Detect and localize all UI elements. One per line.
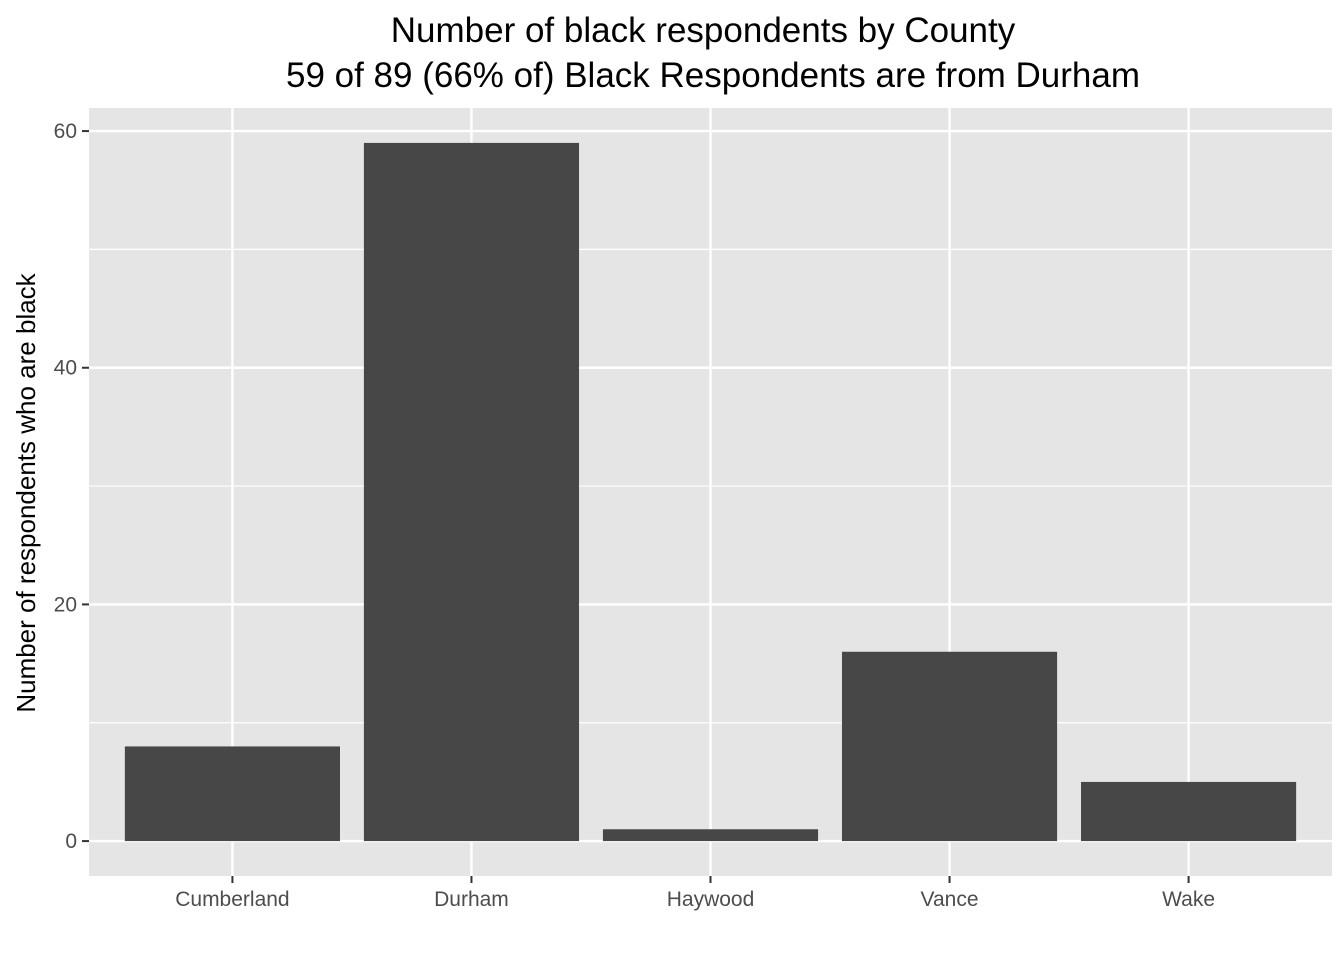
- y-tick-label: 60: [54, 120, 77, 143]
- y-axis: 0 20 40 60: [54, 120, 89, 853]
- y-tick-label: 40: [54, 357, 77, 380]
- x-axis: Cumberland Durham Haywood Vance Wake: [175, 876, 1215, 911]
- bar-cumberland: [124, 746, 340, 842]
- bar-vance: [841, 651, 1058, 842]
- bar-wake: [1081, 781, 1297, 842]
- bars: [124, 142, 1297, 842]
- bar-durham: [363, 142, 580, 842]
- x-tick-label: Haywood: [667, 888, 755, 911]
- chart-subtitle: 59 of 89 (66% of) Black Respondents are …: [286, 56, 1140, 95]
- x-tick-label: Vance: [921, 888, 979, 911]
- y-axis-title: Number of respondents who are black: [11, 272, 41, 712]
- x-tick-label: Cumberland: [175, 888, 289, 911]
- x-tick-label: Wake: [1162, 888, 1215, 911]
- bar-haywood: [602, 829, 819, 842]
- y-tick-label: 0: [65, 830, 77, 853]
- x-tick-label: Durham: [434, 888, 509, 911]
- chart-title: Number of black respondents by County: [391, 11, 1016, 50]
- y-tick-label: 20: [54, 593, 77, 616]
